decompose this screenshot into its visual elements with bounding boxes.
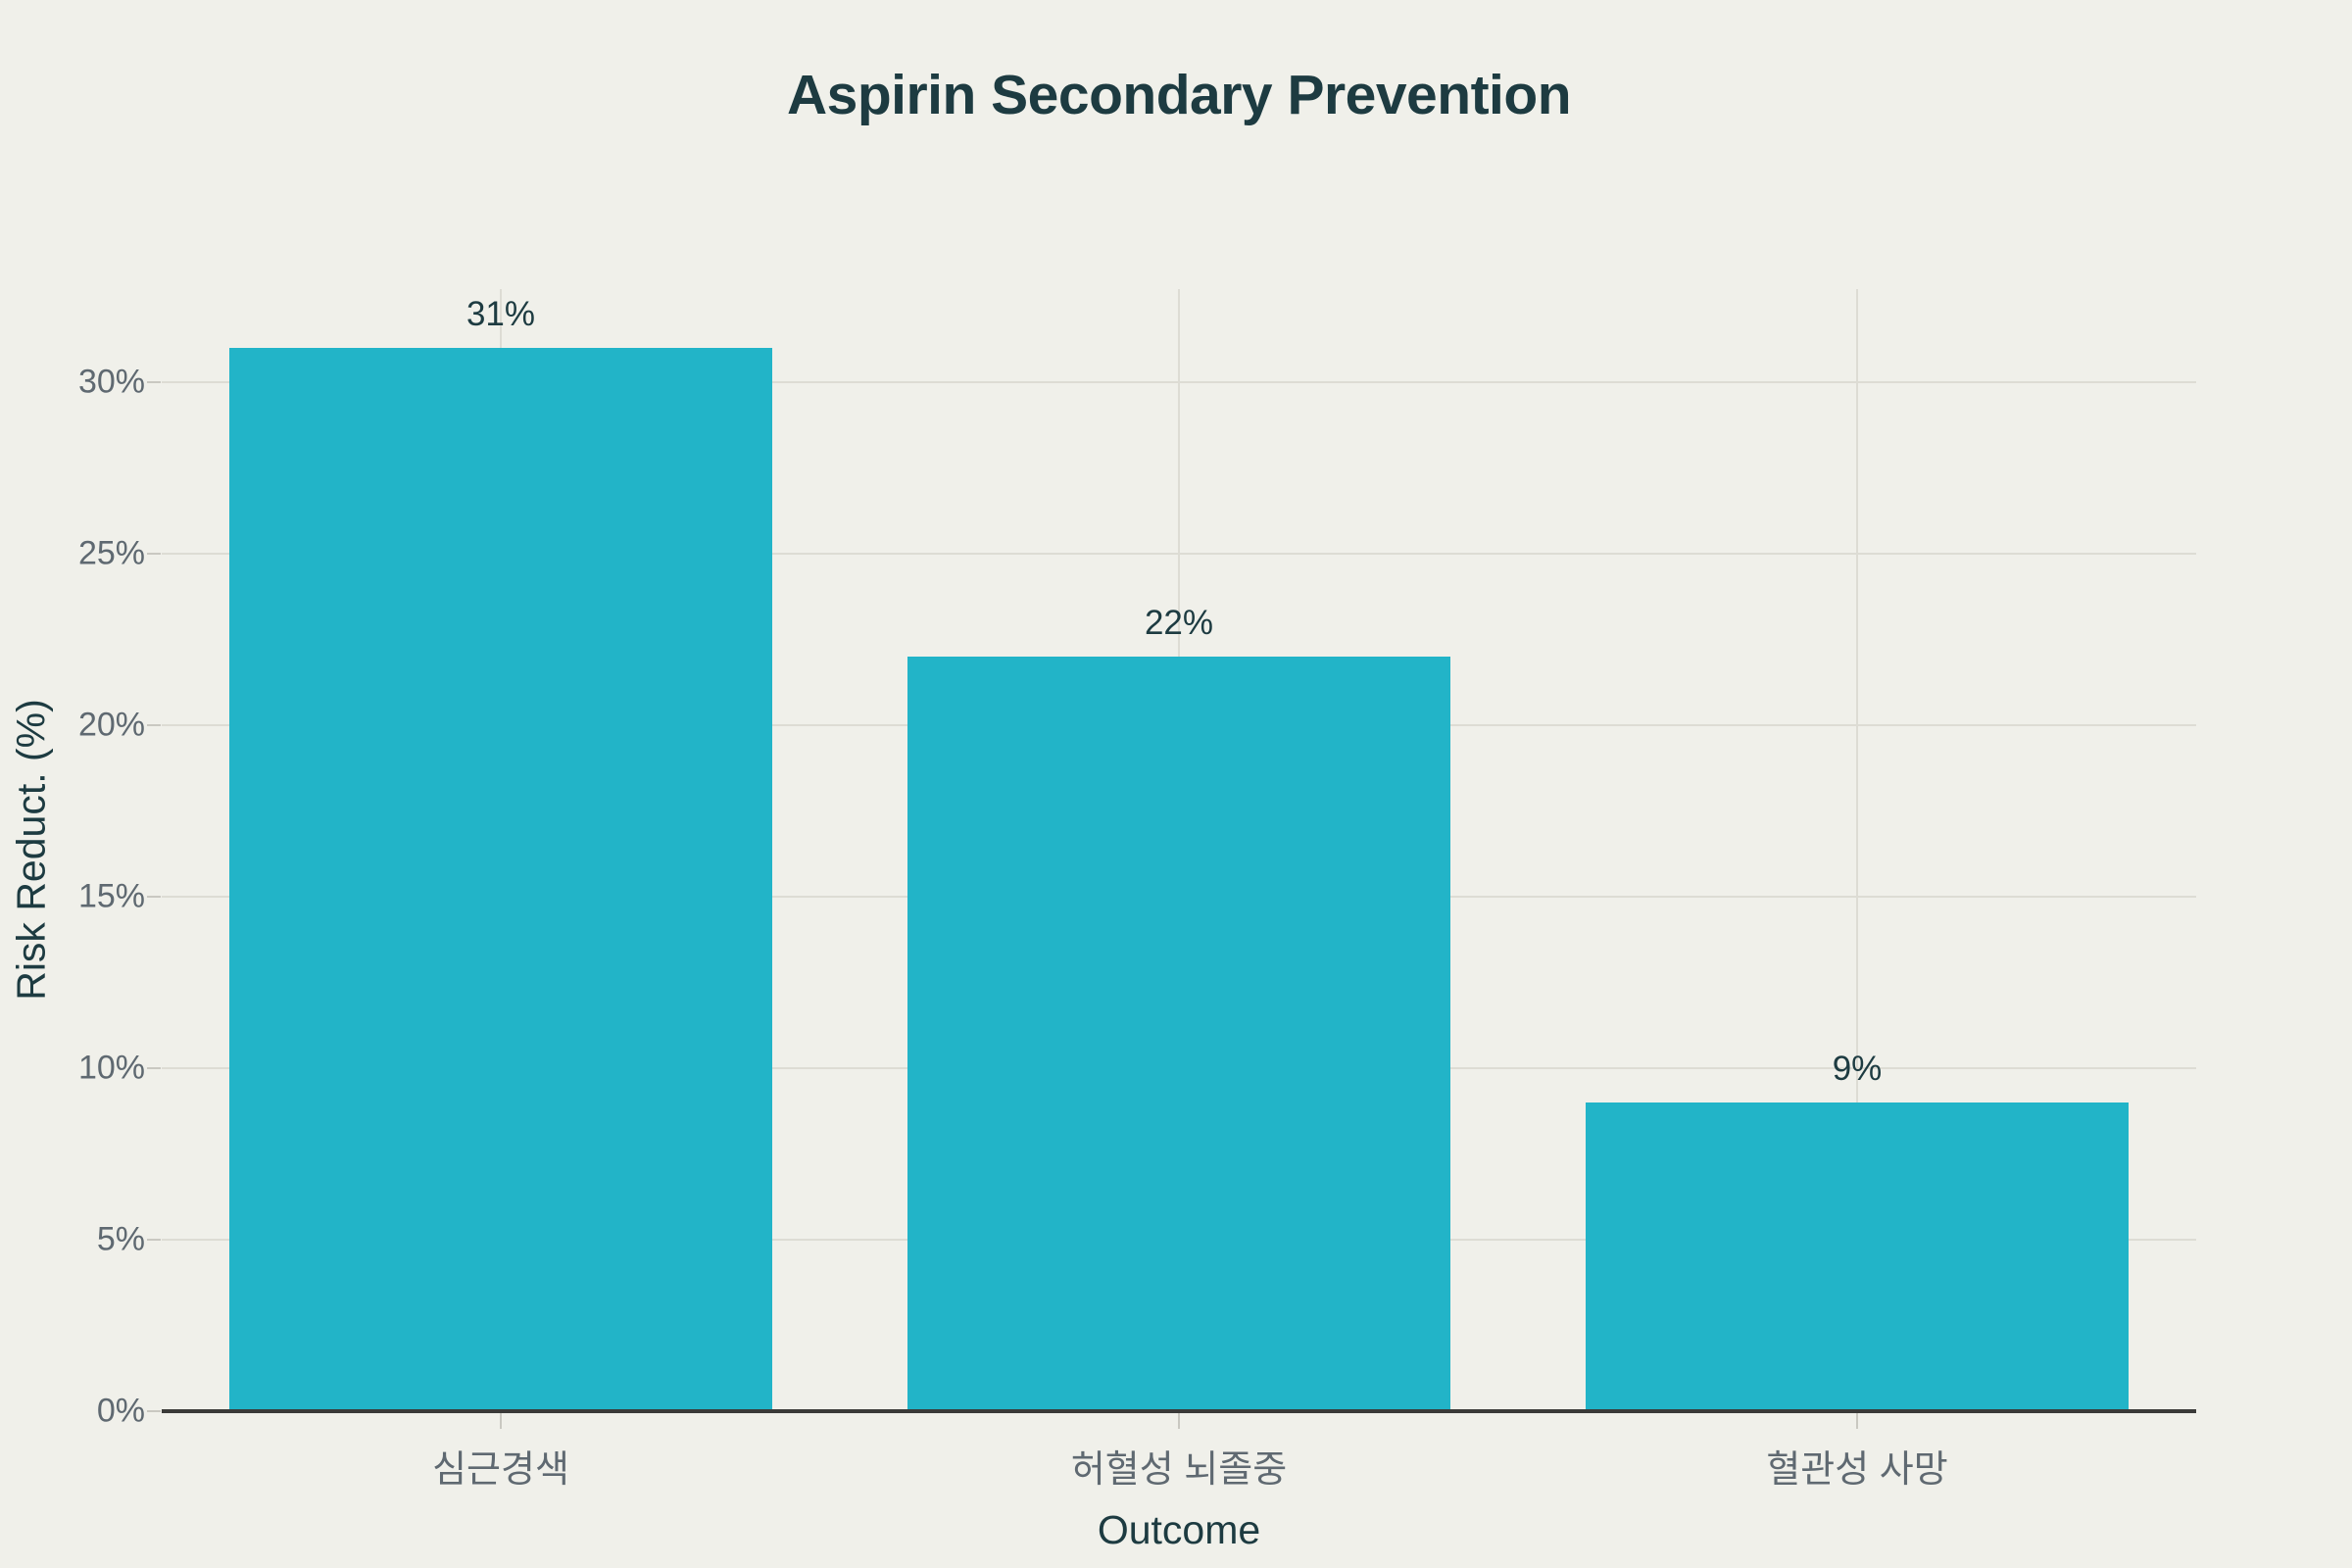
y-tick-label: 20% xyxy=(77,706,145,744)
bar[interactable] xyxy=(229,348,772,1411)
bar[interactable] xyxy=(907,657,1450,1411)
x-tick-mark xyxy=(1178,1413,1180,1429)
bar[interactable] xyxy=(1586,1102,2129,1411)
y-tick-label: 10% xyxy=(77,1049,145,1087)
x-axis-title: Outcome xyxy=(1097,1507,1261,1552)
y-tick-mark xyxy=(147,1410,161,1412)
y-tick-label: 5% xyxy=(96,1220,145,1258)
x-tick-label: 심근경색 xyxy=(432,1449,569,1491)
x-tick-label: 허혈성 뇌졸중 xyxy=(1070,1449,1288,1491)
y-tick-label: 0% xyxy=(96,1392,145,1430)
y-tick-mark xyxy=(147,1238,161,1241)
x-axis-line xyxy=(162,1409,2196,1413)
bar-value-label: 22% xyxy=(1144,604,1214,642)
x-gridline xyxy=(1856,289,1858,1411)
x-tick-mark xyxy=(1856,1413,1858,1429)
x-tick-mark xyxy=(500,1413,502,1429)
y-tick-label: 25% xyxy=(77,534,145,572)
x-tick-label: 혈관성 사망 xyxy=(1766,1449,1948,1491)
y-axis-title-text: Risk Reduct. (%) xyxy=(8,699,54,1001)
y-tick-label: 15% xyxy=(77,877,145,915)
y-tick-mark xyxy=(147,552,161,555)
y-tick-mark xyxy=(147,723,161,726)
y-tick-label: 30% xyxy=(77,363,145,401)
chart-title: Aspirin Secondary Prevention xyxy=(786,64,1572,126)
bar-value-label: 9% xyxy=(1832,1050,1883,1088)
y-tick-mark xyxy=(147,895,161,898)
y-tick-mark xyxy=(147,380,161,383)
y-tick-mark xyxy=(147,1066,161,1069)
bar-value-label: 31% xyxy=(466,295,536,333)
plot-area: 31% 22% 9% xyxy=(162,289,2196,1411)
